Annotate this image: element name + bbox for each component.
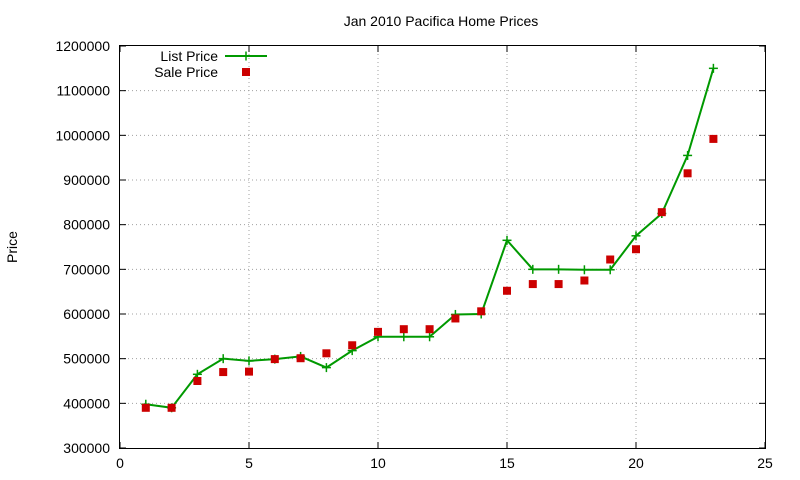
x-tick-label: 20 bbox=[628, 455, 644, 471]
x-tick-label: 5 bbox=[245, 455, 253, 471]
series-layer bbox=[141, 63, 718, 413]
sale-price-point bbox=[606, 255, 615, 264]
sale-price-point bbox=[270, 355, 279, 364]
y-tick-label: 1200000 bbox=[55, 38, 110, 54]
sale-price-point bbox=[683, 169, 692, 178]
sale-price-point bbox=[374, 327, 382, 336]
list-price-point bbox=[708, 63, 718, 73]
list-price-point bbox=[425, 332, 435, 342]
y-tick-label: 1100000 bbox=[57, 83, 111, 99]
y-tick-label: 800000 bbox=[63, 217, 110, 233]
y-tick-label: 400000 bbox=[63, 395, 110, 411]
list-price-point bbox=[218, 354, 228, 364]
sale-price-point bbox=[632, 245, 640, 254]
sale-price-point bbox=[580, 276, 589, 285]
y-axis-label: Price bbox=[4, 231, 20, 263]
list-price-point bbox=[502, 235, 512, 245]
y-tick-label: 900000 bbox=[63, 172, 110, 188]
x-tick-label: 0 bbox=[116, 455, 124, 471]
list-price-point bbox=[683, 150, 693, 160]
sale-price-point bbox=[451, 314, 460, 323]
list-price-point bbox=[244, 356, 254, 366]
sale-price-point bbox=[503, 286, 511, 295]
sale-price-point bbox=[528, 280, 537, 289]
sale-price-point bbox=[245, 367, 253, 376]
series-sale-price bbox=[141, 134, 718, 412]
x-tick-label: 15 bbox=[499, 455, 515, 471]
sale-price-point bbox=[193, 377, 202, 385]
list-price-line bbox=[145, 68, 715, 409]
y-tick-label: 300000 bbox=[63, 440, 110, 456]
sale-price-point bbox=[141, 403, 150, 412]
sale-price-point bbox=[296, 354, 305, 363]
axis-ticks: 0 5 10 15 20 25 300000 400000 500000 600000 700000… bbox=[55, 38, 773, 471]
sale-price-point bbox=[477, 307, 486, 316]
y-tick-label: 500000 bbox=[63, 351, 110, 367]
sale-price-point bbox=[322, 349, 331, 358]
plot-frame bbox=[119, 45, 766, 449]
sale-price-point bbox=[425, 325, 434, 334]
x-tick-label: 25 bbox=[757, 455, 773, 471]
grid-lines bbox=[120, 46, 765, 448]
legend-label: List Price bbox=[160, 48, 218, 64]
chart-title: Jan 2010 Pacifica Home Prices bbox=[344, 13, 539, 29]
list-price-point bbox=[631, 231, 641, 241]
legend-square-swatch bbox=[242, 68, 250, 76]
sale-price-point bbox=[554, 280, 563, 289]
sale-price-point bbox=[219, 368, 228, 377]
list-price-point bbox=[579, 265, 589, 275]
sale-price-point bbox=[167, 403, 176, 412]
y-tick-label: 600000 bbox=[63, 306, 110, 322]
list-price-point bbox=[554, 264, 564, 274]
y-tick-label: 700000 bbox=[63, 261, 110, 277]
series-list-price bbox=[141, 63, 718, 413]
sale-price-point bbox=[399, 325, 408, 334]
list-price-point bbox=[321, 363, 331, 373]
sale-price-point bbox=[348, 341, 357, 350]
list-price-point bbox=[399, 332, 409, 342]
x-tick-label: 10 bbox=[370, 455, 386, 471]
legend-plus-swatch bbox=[241, 51, 251, 61]
list-price-point bbox=[605, 265, 615, 275]
sale-price-point bbox=[657, 208, 666, 217]
list-price-point bbox=[528, 264, 538, 274]
legend-label: Sale Price bbox=[154, 64, 218, 80]
y-tick-label: 1000000 bbox=[55, 127, 110, 143]
sale-price-point bbox=[709, 134, 718, 143]
